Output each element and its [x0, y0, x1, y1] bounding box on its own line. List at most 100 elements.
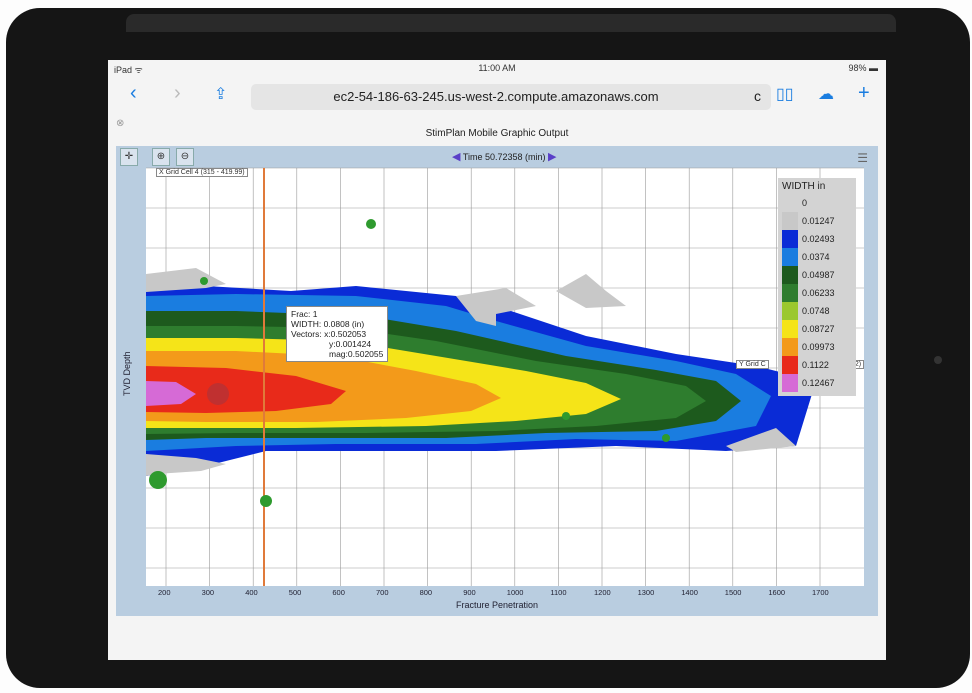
- x-tick-label: 1200: [594, 588, 611, 597]
- url-bar[interactable]: ec2-54-186-63-245.us-west-2.compute.amaz…: [251, 84, 771, 110]
- data-point: [662, 434, 670, 442]
- time-control: ◀ Time 50.72358 (min) ▶: [452, 150, 557, 163]
- battery-label: 98% ▬: [848, 63, 878, 73]
- legend-swatch: [782, 320, 798, 338]
- tooltip-line: WIDTH: 0.0808 (in): [291, 319, 365, 329]
- data-point: [562, 412, 570, 420]
- data-point: [200, 277, 208, 285]
- x-tick-label: 1300: [637, 588, 655, 597]
- x-axis-label: Fracture Penetration: [455, 600, 539, 610]
- contour-gray-left: [146, 268, 226, 292]
- plot-panel: ✛ ⊕ ⊖ ◀ Time 50.72358 (min) ▶ ☰: [116, 146, 878, 616]
- tablet-bezel-top: [126, 14, 896, 32]
- reload-icon[interactable]: c: [754, 88, 761, 104]
- x-tick-label: 700: [376, 588, 389, 597]
- legend-title: WIDTH in: [782, 181, 826, 192]
- data-points: [149, 219, 670, 507]
- legend-swatch: [782, 266, 798, 284]
- carrier-label: iPad ᯤ: [114, 65, 143, 75]
- fracture-width-plot[interactable]: [116, 146, 878, 616]
- browser-screen: iPad ᯤ 11:00 AM 98% ▬ ‹ › ⇪ ec2-54-186-6…: [108, 60, 886, 660]
- legend-value: 0.12467: [802, 378, 835, 388]
- back-icon[interactable]: ‹: [130, 82, 137, 104]
- menu-icon[interactable]: ☰: [857, 151, 868, 165]
- contour-007: [146, 366, 346, 413]
- legend-swatch: [782, 248, 798, 266]
- legend-value: 0.09973: [802, 342, 835, 352]
- legend-value: 0.02493: [802, 234, 835, 244]
- x-grid-cell-label: X Grid Cell 4 (315 - 419.99): [156, 168, 248, 177]
- contour-008: [146, 381, 196, 406]
- close-tab-icon[interactable]: ⊗: [116, 118, 125, 129]
- contour-gray-tip: [556, 274, 626, 308]
- prev-time-icon[interactable]: ◀: [452, 151, 461, 163]
- contour-gray-notch: [456, 288, 536, 326]
- zoom-out-icon[interactable]: ⊖: [176, 148, 194, 166]
- legend-entry: 0.06233: [782, 284, 852, 302]
- tooltip-line: Frac: 1: [291, 309, 318, 319]
- legend-value: 0.08727: [802, 324, 835, 334]
- tooltip-line: y:0.001424: [329, 339, 372, 349]
- legend-entry: 0.01247: [782, 212, 852, 230]
- legend-entry: 0.12467: [782, 374, 852, 392]
- legend-value: 0.1122: [802, 360, 829, 370]
- contour-gray-right: [726, 428, 796, 452]
- new-tab-icon[interactable]: +: [858, 82, 870, 104]
- x-tick-label: 500: [288, 588, 302, 597]
- legend-swatch: [782, 212, 798, 230]
- legend-swatch: [782, 230, 798, 248]
- data-point: [149, 471, 167, 489]
- data-point: [260, 495, 272, 507]
- legend-entry: 0.02493: [782, 230, 852, 248]
- x-tick-label: 1600: [768, 588, 786, 597]
- x-tick-label: 1100: [550, 588, 567, 597]
- x-tick-label: 200: [158, 588, 171, 597]
- legend-entry: 0.08727: [782, 320, 852, 338]
- legend-entry: 0.1122: [782, 356, 852, 374]
- x-tick-label: 1500: [724, 588, 742, 597]
- legend-value: 0.0748: [802, 306, 830, 316]
- url-text: ec2-54-186-63-245.us-west-2.compute.amaz…: [333, 89, 659, 104]
- clock: 11:00 AM: [478, 63, 516, 73]
- next-time-icon[interactable]: ▶: [548, 151, 557, 163]
- x-tick-label: 1400: [681, 588, 698, 597]
- y-axis-label: TVD Depth: [122, 351, 132, 396]
- tooltip-line: Vectors: x:0.502053: [291, 329, 367, 339]
- legend-value: 0.0374: [802, 252, 830, 262]
- legend-entry: 0.0748: [782, 302, 852, 320]
- zoom-in-icon[interactable]: ⊕: [152, 148, 170, 166]
- y-grid-cell-label: Y Grid C: [736, 360, 769, 369]
- legend-value: 0.04987: [802, 270, 835, 280]
- camera-dot: [934, 356, 942, 364]
- legend-value: 0: [802, 198, 808, 208]
- page-title: StimPlan Mobile Graphic Output: [425, 128, 569, 139]
- legend-value: 0.06233: [802, 288, 835, 298]
- width-legend: WIDTH in 0 0.01247 0.02493 0.0374 0.04987 0.0…: [778, 178, 856, 396]
- time-label: Time 50.72358 (min): [462, 152, 546, 162]
- legend-swatch: [782, 284, 798, 302]
- legend-swatch: [782, 194, 798, 212]
- legend-swatch: [782, 374, 798, 392]
- x-tick-label: 400: [245, 588, 258, 597]
- tooltip: Frac: 1 WIDTH: 0.0808 (in) Vectors: x:0.…: [286, 306, 389, 362]
- x-tick-label: 900: [463, 588, 476, 597]
- crosshair-icon[interactable]: ✛: [120, 148, 138, 166]
- share-icon[interactable]: ⇪: [214, 86, 228, 103]
- x-tick-label: 1700: [812, 588, 829, 597]
- legend-entry: 0.04987: [782, 266, 852, 284]
- cloud-icon[interactable]: ☁: [818, 86, 834, 103]
- legend-entry: 0.09973: [782, 338, 852, 356]
- legend-swatch: [782, 338, 798, 356]
- x-tick-label: 600: [332, 588, 345, 597]
- legend-entry: 0.0374: [782, 248, 852, 266]
- forward-icon[interactable]: ›: [174, 82, 181, 104]
- plot-toolbar: ✛ ⊕ ⊖ ◀ Time 50.72358 (min) ▶ ☰: [116, 146, 878, 166]
- legend-swatch: [782, 356, 798, 374]
- tooltip-line: mag:0.502055: [329, 349, 384, 359]
- bookmarks-icon[interactable]: ▯▯: [776, 86, 794, 103]
- legend-entry: 0: [782, 194, 852, 212]
- legend-value: 0.01247: [802, 216, 835, 226]
- data-point-highlight: [207, 383, 229, 405]
- browser-toolbar: ‹ › ⇪ ec2-54-186-63-245.us-west-2.comput…: [108, 76, 886, 110]
- legend-swatch: [782, 302, 798, 320]
